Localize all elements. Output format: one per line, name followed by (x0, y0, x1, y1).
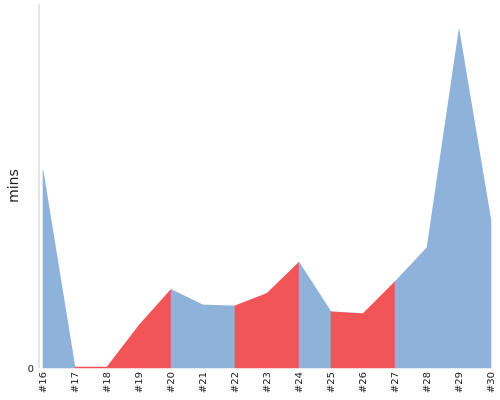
area-segment-23-24 (266, 261, 300, 369)
x-tick-label-22: #22 (230, 372, 241, 393)
x-tick-label-26: #26 (358, 372, 369, 393)
x-tick-label-18: #18 (102, 372, 113, 393)
area-segment-18-19 (106, 324, 140, 369)
x-tick-label-28: #28 (422, 372, 433, 393)
area-segments (42, 29, 492, 369)
area-segment-25-26 (330, 311, 364, 369)
x-tick-label-24: #24 (294, 372, 305, 393)
area-segment-28-29 (426, 29, 460, 369)
x-tick-label-20: #20 (166, 372, 177, 393)
area-segment-21-22 (202, 304, 236, 369)
x-tick-label-23: #23 (262, 372, 273, 393)
y-axis-title: mins (6, 169, 22, 203)
x-tick-labels: #16 #17 #18 #19 #20 #21 #22 #23 #24 #25 #26 #27 #28 #… (38, 372, 497, 393)
y-tick-label: 0 (28, 364, 34, 375)
area-segment-27-28 (394, 246, 428, 369)
x-tick-label-16: #16 (38, 372, 49, 393)
x-tick-label-25: #25 (326, 372, 337, 393)
area-segment-26-27 (362, 280, 396, 369)
x-tick-label-30: #30 (486, 372, 497, 393)
x-tick-label-19: #19 (134, 372, 145, 393)
x-tick-label-27: #27 (390, 372, 401, 393)
x-tick-label-21: #21 (198, 372, 209, 393)
x-tick-label-29: #29 (454, 372, 465, 393)
area-segment-24-25 (298, 261, 332, 369)
area-segment-22-23 (234, 292, 268, 369)
y-tick-labels: 0 (28, 364, 34, 375)
area-segment-29-30 (458, 29, 492, 369)
area-segment-16-17 (42, 169, 76, 369)
x-tick-label-17: #17 (70, 372, 81, 393)
area-segment-17-18 (74, 366, 108, 369)
area-segment-19-20 (138, 288, 172, 369)
area-segment-20-21 (170, 288, 204, 369)
